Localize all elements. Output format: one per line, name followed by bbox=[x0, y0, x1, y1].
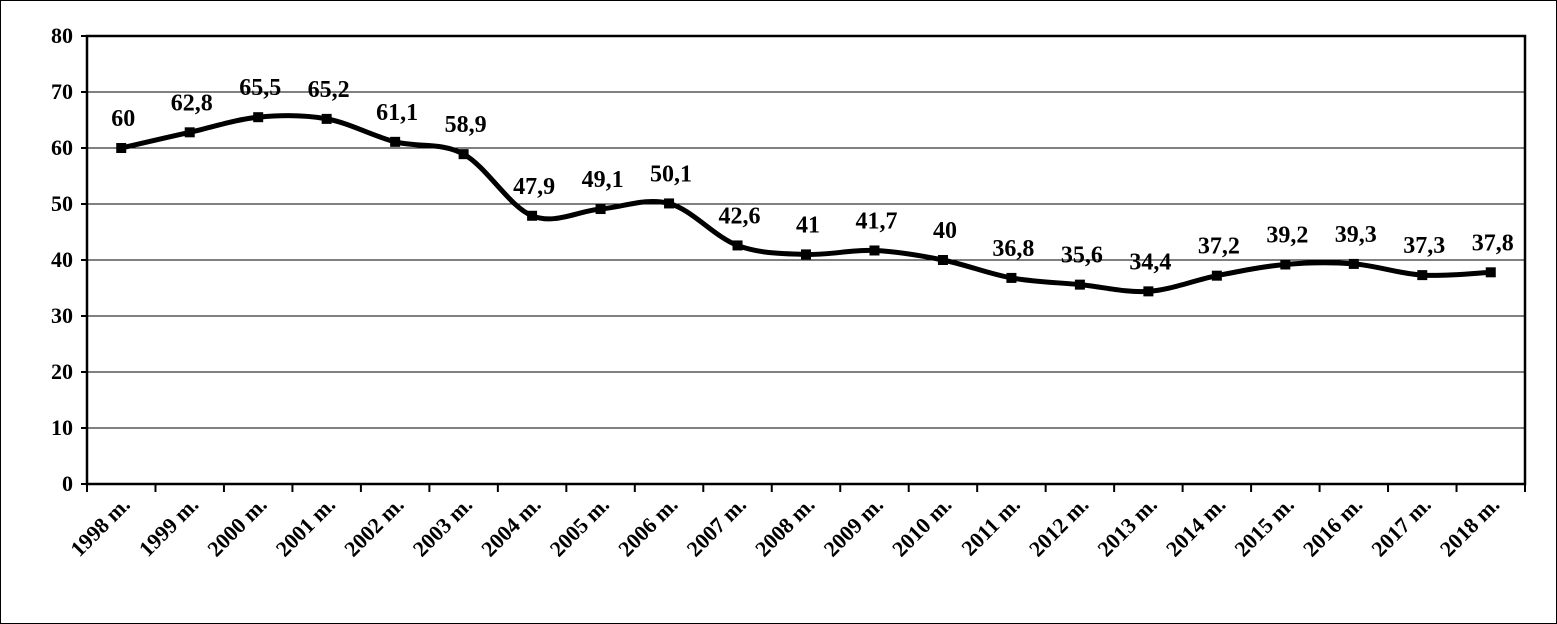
data-point bbox=[116, 143, 127, 153]
data-point bbox=[1074, 279, 1085, 290]
data-point bbox=[937, 255, 948, 265]
data-point bbox=[1006, 272, 1017, 283]
x-tick-label: 2002 m. bbox=[339, 492, 409, 562]
data-labels: 60 62,8 65,5 65,2 61,1 58,9 47,9 49,1 50,1 42,6 41… bbox=[111, 75, 1514, 275]
x-axis: 1998 m.1999 m.2000 m.2001 m.2002 m.2003 … bbox=[65, 484, 1526, 562]
data-label: 40 bbox=[933, 218, 957, 244]
y-tick-label: 30 bbox=[51, 303, 73, 328]
x-tick-label: 2012 m. bbox=[1024, 492, 1094, 562]
x-tick-label: 2011 m. bbox=[956, 492, 1025, 561]
x-tick-label: 2007 m. bbox=[682, 492, 752, 562]
y-axis: 0 10 20 30 40 50 60 70 80 bbox=[51, 23, 87, 496]
x-tick-label: 2000 m. bbox=[202, 492, 272, 562]
y-tick-label: 70 bbox=[51, 79, 73, 104]
data-point bbox=[1143, 286, 1154, 297]
x-tick-label: 2003 m. bbox=[408, 492, 478, 562]
y-tick-label: 80 bbox=[51, 23, 73, 48]
data-point bbox=[664, 198, 675, 209]
data-label: 62,8 bbox=[171, 90, 213, 116]
y-tick-label: 50 bbox=[51, 191, 73, 216]
x-tick-label: 2009 m. bbox=[818, 492, 888, 562]
data-point bbox=[1280, 259, 1291, 270]
x-tick-label: 2016 m. bbox=[1298, 492, 1368, 562]
data-label: 41,7 bbox=[855, 208, 897, 234]
data-label: 61,1 bbox=[376, 100, 418, 126]
data-label: 37,8 bbox=[1472, 230, 1514, 256]
data-point bbox=[801, 249, 811, 260]
data-label: 39,3 bbox=[1335, 222, 1377, 248]
data-label: 37,2 bbox=[1198, 234, 1240, 260]
x-tick-label: 2004 m. bbox=[476, 492, 546, 562]
data-label: 34,4 bbox=[1129, 249, 1171, 275]
data-point bbox=[732, 240, 743, 251]
y-tick-label: 20 bbox=[51, 359, 73, 384]
series-layer bbox=[116, 112, 1496, 297]
data-point bbox=[1211, 270, 1222, 281]
data-label: 35,6 bbox=[1061, 243, 1103, 269]
data-point bbox=[184, 127, 195, 138]
x-tick-label: 1999 m. bbox=[134, 492, 204, 562]
data-label: 47,9 bbox=[513, 174, 555, 200]
data-point bbox=[1485, 267, 1496, 278]
data-point bbox=[1417, 270, 1428, 281]
data-label: 39,2 bbox=[1266, 222, 1308, 248]
data-point bbox=[1348, 258, 1359, 269]
data-label: 65,5 bbox=[239, 75, 281, 101]
data-label: 49,1 bbox=[582, 167, 624, 193]
x-tick-label: 1998 m. bbox=[65, 492, 135, 562]
data-label: 58,9 bbox=[445, 112, 487, 138]
data-point bbox=[595, 204, 606, 215]
data-point bbox=[458, 149, 469, 160]
grid-lines bbox=[87, 91, 1525, 429]
x-tick-label: 2014 m. bbox=[1161, 492, 1231, 562]
data-label: 36,8 bbox=[992, 236, 1034, 262]
data-point bbox=[869, 245, 880, 256]
x-tick-label: 2001 m. bbox=[271, 492, 341, 562]
x-tick-label: 2010 m. bbox=[887, 492, 957, 562]
data-point bbox=[390, 136, 401, 147]
x-tick-label: 2013 m. bbox=[1092, 492, 1162, 562]
data-label: 37,3 bbox=[1403, 233, 1445, 259]
data-point bbox=[253, 112, 264, 123]
data-point bbox=[321, 113, 332, 124]
data-label: 65,2 bbox=[308, 77, 350, 103]
x-tick-label: 2015 m. bbox=[1229, 492, 1299, 562]
data-label: 42,6 bbox=[719, 203, 761, 229]
x-tick-label: 2006 m. bbox=[613, 492, 683, 562]
x-tick-label: 2017 m. bbox=[1366, 492, 1436, 562]
x-tick-label: 2018 m. bbox=[1435, 492, 1505, 562]
y-tick-label: 10 bbox=[51, 415, 73, 440]
y-tick-label: 40 bbox=[51, 247, 73, 272]
x-tick-label: 2005 m. bbox=[545, 492, 615, 562]
data-point bbox=[527, 210, 538, 221]
x-tick-label: 2008 m. bbox=[750, 492, 820, 562]
y-tick-label: 0 bbox=[62, 471, 73, 496]
data-label: 50,1 bbox=[650, 161, 692, 187]
data-label: 41 bbox=[796, 212, 820, 238]
y-tick-label: 60 bbox=[51, 135, 73, 160]
data-label: 60 bbox=[111, 106, 135, 132]
